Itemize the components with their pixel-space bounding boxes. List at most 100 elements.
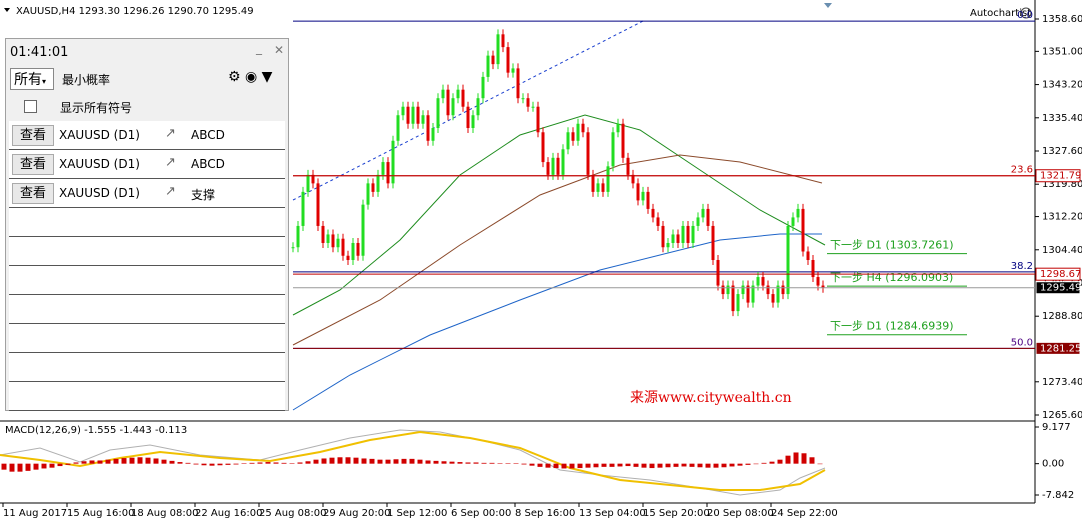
pattern-icon: ↗ xyxy=(165,126,176,141)
price-level-label: 1281.25 xyxy=(1040,343,1081,354)
close-button[interactable]: ✕ xyxy=(273,43,284,57)
menu-arrow[interactable] xyxy=(4,8,10,12)
candle-body xyxy=(521,98,525,100)
candle-body xyxy=(456,89,460,99)
candle-body xyxy=(431,128,435,141)
macd-bar xyxy=(641,463,647,468)
macd-bar xyxy=(329,457,335,464)
table-row[interactable]: 查看 XAUUSD (D1) ABCD ↗ xyxy=(9,121,285,150)
macd-bar xyxy=(265,462,271,464)
price-level-box xyxy=(1035,281,1081,295)
candle-body xyxy=(671,234,675,243)
price-tick-label: 1351.00 xyxy=(1042,46,1082,57)
macd-bar xyxy=(321,458,327,464)
checkbox[interactable] xyxy=(24,100,37,113)
macd-bar xyxy=(441,461,447,464)
candle-body xyxy=(791,217,795,226)
macd-bar xyxy=(297,462,303,464)
price-level-label: 1295.49 xyxy=(1040,283,1081,294)
macd-bar xyxy=(481,462,487,464)
candle-body xyxy=(611,132,615,167)
table-row xyxy=(9,382,285,411)
scroll-marker[interactable] xyxy=(824,3,832,8)
candle-body xyxy=(371,183,375,192)
symbol: XAUUSD (D1) xyxy=(59,157,140,171)
candle-body xyxy=(701,208,705,218)
macd-bar xyxy=(209,463,215,466)
moving-average xyxy=(292,114,826,316)
minimize-button[interactable]: _ xyxy=(256,41,262,55)
price-tick-label: 1327.60 xyxy=(1042,146,1082,157)
candle-body xyxy=(381,162,385,175)
candle-body xyxy=(466,106,470,129)
candle-body xyxy=(351,242,355,261)
macd-bar xyxy=(537,463,543,467)
pattern-icon: ↗ xyxy=(165,184,176,199)
macd-bar xyxy=(649,463,655,469)
chart-title: XAUUSD,H4 1293.30 1296.26 1290.70 1295.4… xyxy=(16,6,254,17)
price-level-box xyxy=(1035,341,1081,355)
view-button[interactable]: 查看 xyxy=(12,183,54,204)
autochartist[interactable]: Autochartist xyxy=(970,8,1031,19)
candle-body xyxy=(436,98,440,129)
macd-bar xyxy=(305,461,311,464)
candle-body xyxy=(491,55,495,65)
macd-bar xyxy=(729,463,735,467)
macd-line xyxy=(0,429,826,496)
macd-bar xyxy=(785,455,791,464)
macd-bar xyxy=(553,463,559,469)
candle-body xyxy=(581,123,585,133)
table-row xyxy=(9,237,285,266)
macd-bar xyxy=(433,460,439,464)
candle-body xyxy=(411,106,415,124)
macd-bar xyxy=(121,458,127,464)
signal-line xyxy=(0,430,826,491)
macd-bar xyxy=(401,458,407,464)
macd-bar xyxy=(273,462,279,464)
filter-select[interactable]: 所有▾ xyxy=(10,68,54,90)
next-step-label: 下一步 D1 (1303.7261) xyxy=(830,239,954,252)
candle-body xyxy=(681,225,685,243)
settings-icons[interactable]: ⚙ ◉ ▼ xyxy=(228,69,273,85)
candle-body xyxy=(531,106,535,108)
macd-tick-label: -7.842 xyxy=(1042,490,1074,501)
candle-body xyxy=(326,234,330,243)
candle-body xyxy=(641,191,645,201)
macd-bar xyxy=(185,462,191,464)
time-tick-label: 1 Sep 12:00 xyxy=(387,508,447,519)
view-button[interactable]: 查看 xyxy=(12,125,54,146)
view-button[interactable]: 查看 xyxy=(12,154,54,175)
macd-bar xyxy=(657,463,663,468)
macd-bar xyxy=(161,459,167,464)
watermark: 来源www.citywealth.cn xyxy=(630,390,792,406)
autochartist-icon[interactable] xyxy=(1020,7,1032,19)
macd-tick-label: 9.177 xyxy=(1042,422,1071,433)
macd-bar xyxy=(817,463,823,465)
candle-body xyxy=(796,208,800,218)
table-row[interactable]: 查看 XAUUSD (D1) ABCD ↗ xyxy=(9,150,285,179)
candle-body xyxy=(481,76,485,99)
macd-label: MACD(12,26,9) -1.555 -1.443 -0.113 xyxy=(5,425,187,436)
time-tick-label: 13 Sep 04:00 xyxy=(579,508,646,519)
price-level-box xyxy=(1035,169,1081,183)
candle-body xyxy=(746,285,750,303)
macd-bar xyxy=(169,460,175,464)
candle-body xyxy=(696,217,700,226)
candle-body xyxy=(341,238,345,256)
macd-bar xyxy=(177,462,183,464)
candle-body xyxy=(291,247,295,249)
fib-label: 50.0 xyxy=(1011,337,1033,348)
time-tick-label: 25 Aug 08:00 xyxy=(259,508,326,519)
table-row[interactable]: 查看 XAUUSD (D1) 支撑 ↗ xyxy=(9,179,285,208)
candle-body xyxy=(711,225,715,261)
panel-time: 01:41:01 xyxy=(10,45,69,60)
macd-bar xyxy=(193,463,199,465)
macd-bar xyxy=(33,463,39,470)
macd-bar xyxy=(377,459,383,464)
candle-body xyxy=(446,89,450,116)
table-row xyxy=(9,324,285,353)
time-tick-label: 6 Sep 00:00 xyxy=(451,508,511,519)
autochartist-panel: 01:41:01 _ ✕ 所有▾ 最小概率 ⚙ ◉ ▼ 显示所有符号 查看 XAU… xyxy=(5,38,289,411)
candle-body xyxy=(576,123,580,141)
macd-bar xyxy=(801,453,807,464)
